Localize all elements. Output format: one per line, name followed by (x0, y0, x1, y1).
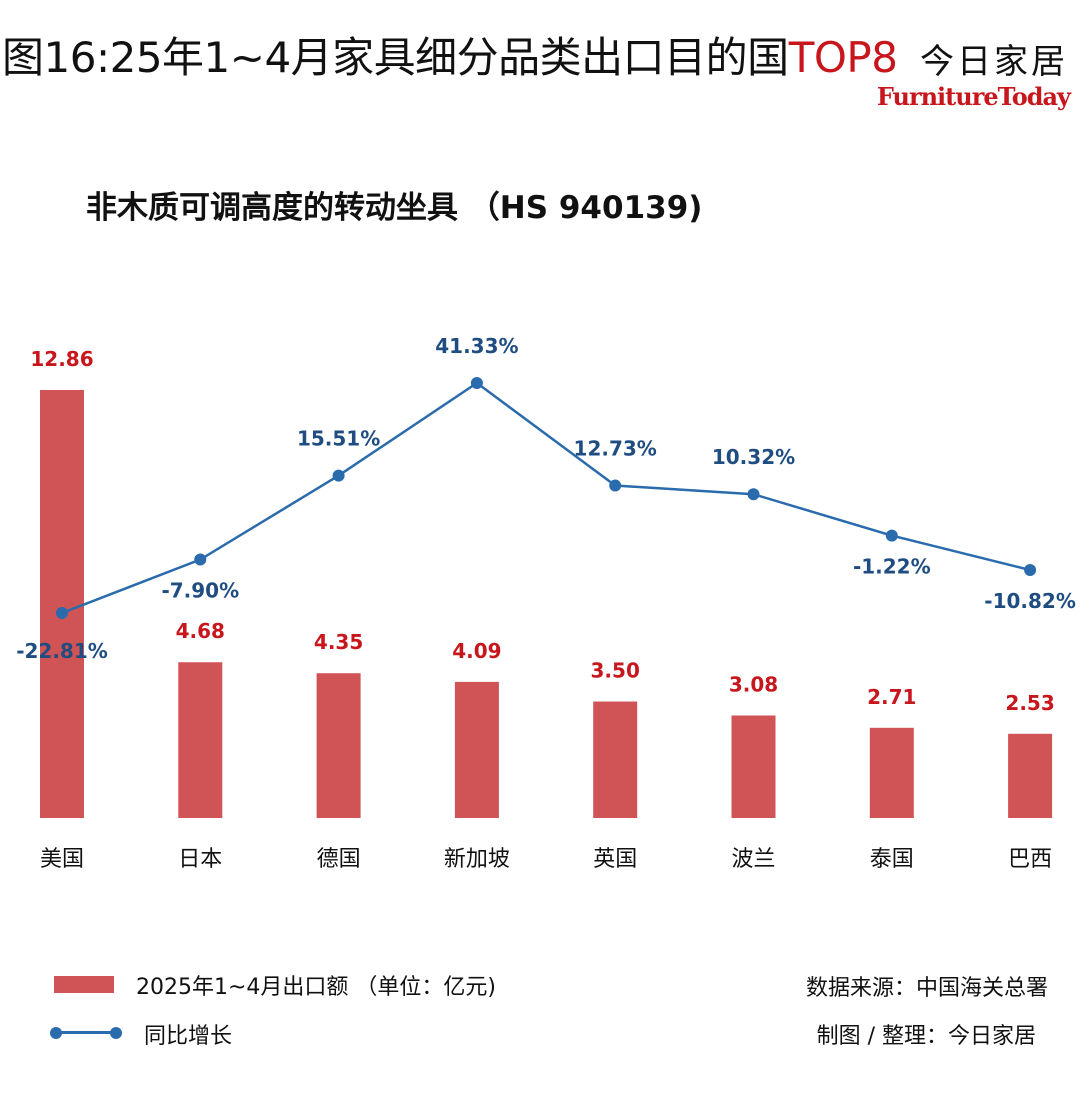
bar-value-label: 12.86 (30, 347, 93, 371)
growth-point (609, 479, 622, 492)
category-label: 巴西 (1008, 847, 1052, 872)
bar-value-label: 3.08 (729, 672, 778, 696)
growth-point (56, 607, 68, 619)
legend-swatch-dot-left (50, 1027, 62, 1039)
growth-value-label: -1.22% (853, 555, 931, 579)
growth-point (470, 377, 483, 389)
bar-value-label: 2.71 (867, 685, 916, 709)
brand-logo: FurnitureToday (876, 82, 1071, 111)
bar-value-label: 4.35 (314, 630, 363, 654)
growth-point (332, 469, 345, 482)
bar (178, 662, 223, 818)
growth-line (61, 381, 1031, 615)
bar (731, 715, 776, 818)
growth-value-label: -10.82% (984, 589, 1076, 613)
source-note: 数据来源：中国海关总署 (805, 976, 1048, 1001)
page-title-highlight: TOP8 (788, 33, 898, 82)
bar (869, 727, 914, 818)
growth-value-label: 10.32% (712, 445, 795, 469)
legend-swatch-dot-right (110, 1027, 122, 1039)
legend-swatch-bar (54, 976, 114, 993)
bar (40, 390, 84, 818)
bar (1008, 733, 1053, 818)
category-label: 英国 (593, 847, 637, 872)
growth-value-label: 15.51% (297, 427, 380, 451)
growth-point (194, 553, 207, 566)
growth-value-label: 12.73% (574, 437, 657, 461)
growth-value-label: 41.33% (435, 334, 518, 358)
bar-value-label: 2.53 (1005, 691, 1054, 715)
bar (454, 681, 499, 818)
producer-note: 制图 / 整理：今日家居 (816, 1024, 1036, 1049)
brand-name-cn: 今日家居 (920, 42, 1068, 82)
category-label: 泰国 (870, 847, 914, 872)
bar (316, 673, 361, 818)
category-label: 日本 (178, 847, 222, 872)
bar-value-label: 4.09 (452, 639, 501, 663)
chart-title: 非木质可调高度的转动坐具 （HS 940139) (86, 190, 703, 226)
growth-point (747, 488, 760, 501)
growth-point (885, 529, 898, 542)
category-label: 波兰 (731, 847, 775, 872)
growth-value-label: -7.90% (161, 579, 239, 603)
growth-point (1024, 564, 1037, 577)
bar-value-label: 4.68 (176, 619, 225, 643)
legend-label-export: 2025年1~4月出口额 （单位：亿元) (136, 975, 496, 1000)
category-label: 美国 (40, 847, 84, 872)
page-title: 图16:25年1~4月家具细分品类出口目的国TOP8 (2, 30, 898, 86)
legend-swatch-line (54, 1031, 116, 1034)
bar (593, 701, 638, 818)
legend-label-growth: 同比增长 (144, 1024, 233, 1049)
category-label: 德国 (317, 847, 361, 872)
page-title-main: 图16:25年1~4月家具细分品类出口目的国 (2, 33, 789, 82)
bar-value-label: 3.50 (591, 659, 640, 683)
category-label: 新加坡 (444, 847, 510, 872)
growth-value-label: -22.81% (16, 639, 108, 663)
